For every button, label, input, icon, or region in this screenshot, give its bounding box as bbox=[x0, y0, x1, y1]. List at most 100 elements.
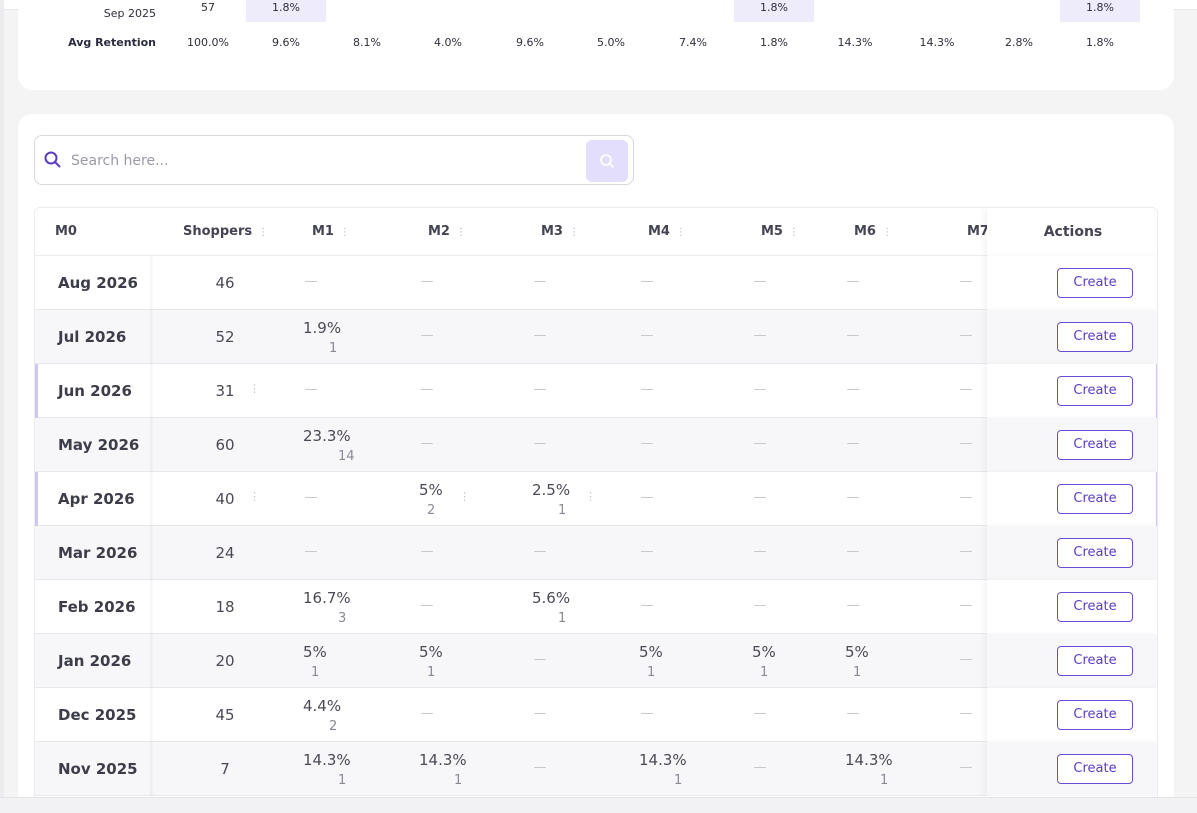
empty-cell-dash: — bbox=[640, 490, 654, 505]
empty-cell-dash: — bbox=[640, 382, 654, 397]
header-m2[interactable]: M2 ⋮ bbox=[428, 208, 466, 256]
create-button[interactable]: Create bbox=[1057, 268, 1133, 298]
shoppers-count: 40 bbox=[215, 490, 235, 508]
create-button[interactable]: Create bbox=[1057, 430, 1133, 460]
empty-cell-dash: — bbox=[846, 274, 860, 289]
create-button[interactable]: Create bbox=[1057, 322, 1133, 352]
empty-cell-dash: — bbox=[533, 652, 547, 667]
create-button[interactable]: Create bbox=[1057, 592, 1133, 622]
retention-count: 1 bbox=[880, 773, 889, 788]
summary-cell: 14.3% bbox=[919, 36, 955, 49]
actions-cell: Create bbox=[987, 310, 1157, 364]
retention-percent: 5% bbox=[303, 643, 327, 661]
empty-cell-dash: — bbox=[959, 598, 973, 613]
header-m0[interactable]: M0 bbox=[55, 208, 77, 256]
create-button[interactable]: Create bbox=[1057, 484, 1133, 514]
column-menu-icon[interactable]: ⋮ bbox=[881, 227, 892, 238]
search-button-icon bbox=[600, 154, 614, 168]
retention-count: 1 bbox=[760, 665, 769, 680]
create-button[interactable]: Create bbox=[1057, 538, 1133, 568]
shoppers-count: 45 bbox=[215, 706, 235, 724]
column-menu-icon[interactable]: ⋮ bbox=[339, 227, 350, 238]
summary-cell: 5.0% bbox=[597, 36, 625, 49]
empty-cell-dash: — bbox=[753, 706, 767, 721]
column-menu-icon[interactable]: ⋮ bbox=[568, 227, 579, 238]
column-menu-icon[interactable]: ⋮ bbox=[675, 227, 686, 238]
empty-cell-dash: — bbox=[533, 436, 547, 451]
cohort-month-label: Nov 2025 bbox=[58, 760, 138, 778]
summary-cell: 1.8% bbox=[1060, 0, 1140, 22]
empty-cell-dash: — bbox=[753, 490, 767, 505]
empty-cell-dash: — bbox=[640, 544, 654, 559]
header-m5[interactable]: M5 ⋮ bbox=[761, 208, 799, 256]
create-button[interactable]: Create bbox=[1057, 646, 1133, 676]
header-m4[interactable]: M4 ⋮ bbox=[648, 208, 686, 256]
column-menu-icon[interactable]: ⋮ bbox=[788, 227, 799, 238]
create-button[interactable]: Create bbox=[1057, 754, 1133, 784]
cell-menu-icon[interactable]: ⋮ bbox=[249, 490, 260, 503]
empty-cell-dash: — bbox=[846, 436, 860, 451]
header-shoppers[interactable]: Shoppers ⋮ bbox=[183, 208, 268, 256]
actions-cell: Create bbox=[987, 526, 1157, 580]
summary-cell: 8.1% bbox=[353, 36, 381, 49]
cohort-month-label: Jul 2026 bbox=[58, 328, 127, 346]
table-row: Aug 2026 46 — — — — — — — Create bbox=[35, 256, 1157, 310]
cell-menu-icon[interactable]: ⋮ bbox=[585, 490, 596, 503]
empty-cell-dash: — bbox=[420, 382, 434, 397]
create-button[interactable]: Create bbox=[1057, 700, 1133, 730]
retention-count: 1 bbox=[311, 665, 320, 680]
retention-percent: 5% bbox=[752, 643, 776, 661]
header-m1[interactable]: M1 ⋮ bbox=[312, 208, 350, 256]
cohort-month-label: Mar 2026 bbox=[58, 544, 138, 562]
header-m7[interactable]: M7 bbox=[967, 208, 989, 256]
empty-cell-dash: — bbox=[753, 436, 767, 451]
empty-cell-dash: — bbox=[753, 598, 767, 613]
summary-row: Sep 2025 57 1.8% 1.8% 1.8% bbox=[18, 0, 1174, 29]
summary-cell: 14.3% bbox=[837, 36, 873, 49]
table-row: Jun 2026 31 ⋮ — — — — — — — Create bbox=[35, 364, 1157, 418]
cell-menu-icon[interactable]: ⋮ bbox=[249, 382, 260, 395]
summary-cell: 7.4% bbox=[679, 36, 707, 49]
actions-cell: Create bbox=[987, 364, 1157, 418]
actions-cell: Create bbox=[987, 688, 1157, 742]
table-row: Jan 2026 20 5% 1 5% 1 — 5% 1 5% 1 5% 1 — Create bbox=[35, 634, 1157, 688]
empty-cell-dash: — bbox=[304, 382, 318, 397]
retention-count: 1 bbox=[674, 773, 683, 788]
left-rail bbox=[0, 0, 4, 813]
empty-cell-dash: — bbox=[640, 598, 654, 613]
table-row: May 2026 60 23.3% 14 — — — — — — Create bbox=[35, 418, 1157, 472]
empty-cell-dash: — bbox=[959, 274, 973, 289]
retention-count: 14 bbox=[338, 449, 355, 464]
summary-cell: 57 bbox=[201, 1, 215, 14]
actions-cell: Create bbox=[987, 580, 1157, 634]
retention-percent: 5% bbox=[639, 643, 663, 661]
search-input[interactable] bbox=[71, 148, 581, 174]
empty-cell-dash: — bbox=[959, 490, 973, 505]
retention-percent: 14.3% bbox=[845, 751, 893, 769]
header-m3[interactable]: M3 ⋮ bbox=[541, 208, 579, 256]
summary-cell: 1.8% bbox=[760, 36, 788, 49]
column-menu-icon[interactable]: ⋮ bbox=[258, 227, 269, 238]
retention-summary-card: Sep 2025 57 1.8% 1.8% 1.8% Avg Retention 100.0… bbox=[18, 0, 1174, 90]
retention-count: 1 bbox=[558, 503, 567, 518]
actions-cell: Create bbox=[987, 418, 1157, 472]
create-button[interactable]: Create bbox=[1057, 376, 1133, 406]
empty-cell-dash: — bbox=[753, 760, 767, 775]
cohort-table: M0 Shoppers ⋮ M1 ⋮ M2 ⋮ M3 ⋮ M4 ⋮ M5 ⋮ M6 ⋮ M7 … bbox=[34, 207, 1158, 807]
retention-count: 1 bbox=[558, 611, 567, 626]
empty-cell-dash: — bbox=[420, 706, 434, 721]
empty-cell-dash: — bbox=[420, 328, 434, 343]
horizontal-scrollbar[interactable] bbox=[0, 797, 1197, 813]
empty-cell-dash: — bbox=[533, 544, 547, 559]
search-button[interactable] bbox=[586, 140, 628, 182]
empty-cell-dash: — bbox=[753, 544, 767, 559]
cell-menu-icon[interactable]: ⋮ bbox=[459, 490, 470, 503]
cohort-month-label: Dec 2025 bbox=[58, 706, 137, 724]
column-menu-icon[interactable]: ⋮ bbox=[455, 227, 466, 238]
sticky-column-shadow bbox=[150, 364, 154, 418]
empty-cell-dash: — bbox=[846, 490, 860, 505]
summary-cell: 1.8% bbox=[734, 0, 814, 22]
header-m6[interactable]: M6 ⋮ bbox=[854, 208, 892, 256]
search-box bbox=[34, 135, 634, 185]
table-row: Jul 2026 52 1.9% 1 — — — — — — Create bbox=[35, 310, 1157, 364]
